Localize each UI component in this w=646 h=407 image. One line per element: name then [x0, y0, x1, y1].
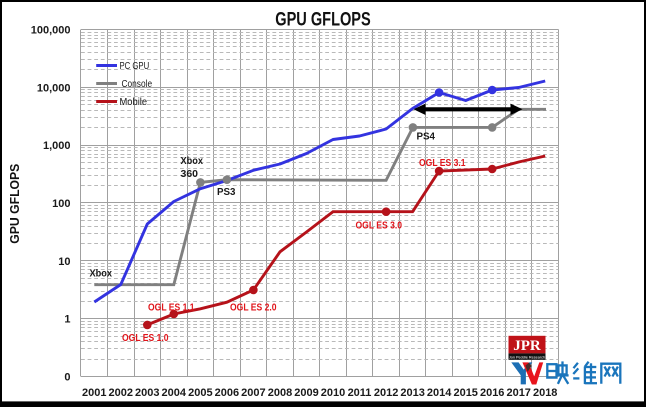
svg-text:OGL ES 1.1: OGL ES 1.1	[148, 303, 195, 314]
svg-text:JPR: JPR	[513, 338, 541, 354]
svg-text:2008: 2008	[268, 387, 292, 399]
svg-text:2007: 2007	[241, 387, 265, 399]
svg-text:2001: 2001	[82, 387, 106, 399]
svg-text:2005: 2005	[188, 387, 212, 399]
svg-text:OGL ES 2.0: OGL ES 2.0	[230, 303, 277, 314]
svg-text:2010: 2010	[321, 387, 345, 399]
svg-text:2002: 2002	[109, 387, 133, 399]
svg-text:360: 360	[181, 169, 199, 180]
svg-text:Mobile: Mobile	[120, 97, 148, 108]
svg-text:1: 1	[64, 314, 70, 326]
svg-text:2017: 2017	[506, 387, 530, 399]
svg-text:OGL ES 3.0: OGL ES 3.0	[356, 221, 403, 232]
svg-text:2006: 2006	[215, 387, 239, 399]
svg-text:2003: 2003	[135, 387, 159, 399]
svg-text:2011: 2011	[348, 387, 372, 399]
svg-text:2004: 2004	[162, 387, 187, 399]
svg-text:2018: 2018	[533, 387, 557, 399]
svg-text:2015: 2015	[453, 387, 477, 399]
svg-text:100: 100	[52, 198, 70, 210]
svg-text:PS3: PS3	[217, 187, 236, 198]
svg-text:Console: Console	[122, 79, 153, 90]
svg-text:10,000: 10,000	[37, 82, 71, 94]
svg-text:2012: 2012	[374, 387, 398, 399]
svg-text:Xbox: Xbox	[181, 156, 204, 167]
svg-text:GPU GFLOPS: GPU GFLOPS	[275, 8, 371, 30]
svg-text:GPU GFLOPS: GPU GFLOPS	[7, 163, 22, 243]
svg-text:2014: 2014	[427, 387, 452, 399]
svg-text:PC GPU: PC GPU	[120, 61, 150, 72]
svg-text:Jon Peddie Research: Jon Peddie Research	[509, 356, 545, 360]
svg-text:2016: 2016	[480, 387, 504, 399]
svg-text:100,000: 100,000	[31, 25, 71, 37]
svg-text:OGL ES 1.0: OGL ES 1.0	[122, 333, 169, 344]
svg-text:2009: 2009	[294, 387, 318, 399]
svg-text:1,000: 1,000	[43, 140, 71, 152]
svg-text:2013: 2013	[400, 387, 424, 399]
svg-text:0: 0	[64, 372, 70, 384]
svg-text:OGL ES 3.1: OGL ES 3.1	[419, 158, 466, 169]
svg-text:PS4: PS4	[417, 132, 436, 143]
svg-text:Xbox: Xbox	[90, 269, 113, 280]
svg-text:10: 10	[58, 256, 70, 268]
